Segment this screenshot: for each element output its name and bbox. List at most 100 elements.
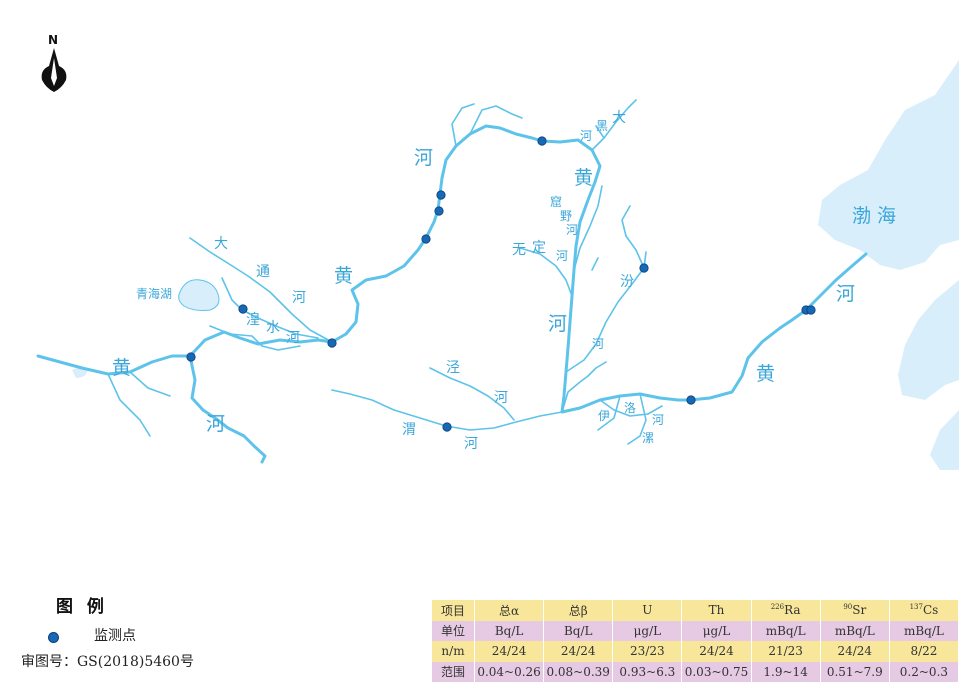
tributary-label: 河: [556, 249, 568, 263]
monitoring-station: [327, 338, 337, 348]
monitoring-station: [436, 190, 446, 200]
sea-coast-south-2: [930, 410, 959, 470]
monitoring-station: [442, 422, 452, 432]
yellow-river-main: [36, 124, 868, 464]
tributary-label: 洛: [624, 400, 636, 415]
river-jing: [429, 367, 515, 421]
table-cell: U: [612, 600, 683, 621]
isotope-mass: 90: [843, 603, 853, 612]
table-cell: μg/L: [612, 620, 683, 641]
tributary-label: 伊: [598, 409, 610, 423]
table-cell: 0.03~0.75: [681, 661, 752, 682]
isotope-mass: 137: [909, 603, 923, 612]
isotope-symbol: Sr: [852, 603, 867, 618]
monitoring-station: [806, 305, 816, 315]
radioactivity-table: 项目 总α 总β U Th 226Ra 90Sr 137Cs 单位 Bq/L B…: [432, 600, 959, 682]
table-cell: 24/24: [543, 641, 614, 662]
bohai-sea: [818, 60, 959, 270]
river-upper-west: [107, 371, 171, 437]
river-north-loop: [451, 103, 523, 147]
monitoring-stations: [186, 136, 816, 432]
river-kuye: [573, 185, 603, 271]
main-river-label: 河: [548, 313, 567, 335]
monitoring-station: [537, 136, 547, 146]
tributary-label: 野: [560, 209, 572, 223]
table-row-head: 范围: [432, 661, 475, 682]
isotope-symbol: Ra: [784, 603, 801, 618]
monitoring-station: [639, 263, 649, 273]
table-cell: 总α: [474, 600, 545, 621]
river-yiluo: [599, 393, 663, 445]
review-number: 审图号：GS(2018)5460号: [21, 654, 194, 670]
table-cell: 23/23: [612, 641, 683, 662]
river-wuding: [519, 247, 573, 297]
tributary-label: 河: [494, 390, 508, 406]
table-row-unit: 单位 Bq/L Bq/L μg/L μg/L mBq/L mBq/L mBq/L: [432, 620, 959, 641]
tributary-label: 河: [292, 290, 306, 306]
main-river-label: 河: [836, 283, 855, 305]
table-cell: μg/L: [681, 620, 752, 641]
tributary-label: 窟: [550, 194, 562, 209]
table-cell: 0.04~0.26: [474, 661, 545, 682]
table-cell: 0.93~6.3: [612, 661, 683, 682]
table-cell: mBq/L: [751, 620, 821, 641]
main-river-label: 黄: [756, 363, 775, 385]
tributary-label: 河: [566, 223, 578, 237]
table-cell: 21/23: [751, 641, 821, 662]
table-cell: 0.2~0.3: [889, 661, 959, 682]
isotope-symbol: Cs: [922, 603, 939, 618]
tributary-label: 渭: [402, 422, 416, 438]
small-lake: [72, 368, 88, 378]
table-cell: 24/24: [681, 641, 752, 662]
river-fen-2: [591, 257, 599, 271]
sea-label: 渤 海: [852, 205, 896, 227]
river-yiluo-2: [597, 395, 621, 431]
table-cell: 1.9~14: [751, 661, 821, 682]
qinghai-lake: [178, 279, 220, 311]
table-cell: 24/24: [474, 641, 545, 662]
table-row-count: n/m 24/24 24/24 23/23 24/24 21/23 24/24 …: [432, 641, 959, 662]
legend-title: 图 例: [56, 597, 108, 617]
table-cell: 0.08~0.39: [543, 661, 614, 682]
river-datong: [189, 237, 333, 343]
tributary-label: 黑: [596, 119, 608, 133]
tributary-label: 河: [592, 337, 604, 351]
tributary-label: 漯: [642, 431, 654, 445]
tributary-label: 水: [266, 320, 280, 336]
tributary-label: 泾: [446, 360, 460, 376]
main-river-label: 黄: [334, 265, 353, 287]
table-row-item: 项目 总α 总β U Th 226Ra 90Sr 137Cs: [432, 600, 959, 621]
river-fen: [561, 361, 607, 413]
tributary-label: 河: [652, 413, 664, 427]
sea-coast-south: [898, 280, 959, 400]
monitoring-station: [434, 206, 444, 216]
table-row-range: 范围 0.04~0.26 0.08~0.39 0.93~6.3 0.03~0.7…: [432, 661, 959, 682]
monitoring-station: [238, 304, 248, 314]
table-cell: Th: [681, 600, 752, 621]
table-row-head: n/m: [432, 641, 475, 662]
tributary-label: 无: [512, 242, 526, 258]
river-huangshui: [221, 277, 319, 339]
table-row-head: 项目: [432, 600, 475, 621]
map-labels: 渤 海 黄 河 黄 河 黄 河 黄 河 青海湖 大 通 河 湟 水 河 大 黑 …: [112, 110, 896, 452]
table-cell: 0.51~7.9: [820, 661, 890, 682]
isotope-mass: 226: [770, 603, 785, 612]
lake-label: 青海湖: [136, 286, 172, 301]
legend-item-label: 监测点: [94, 628, 136, 644]
tributary-label: 大: [612, 110, 626, 126]
river-dahei: [591, 99, 637, 151]
river-huangshui-2: [209, 325, 301, 351]
main-river-label: 黄: [112, 357, 131, 379]
tributary-label: 大: [214, 236, 228, 252]
monitoring-station: [686, 395, 696, 405]
table-cell: 226Ra: [751, 600, 821, 621]
table-cell: Bq/L: [543, 620, 614, 641]
north-arrow: N: [41, 33, 67, 92]
table-row-head: 单位: [432, 620, 475, 641]
tributary-label: 河: [580, 129, 592, 143]
table-cell: 24/24: [820, 641, 890, 662]
station-dot-icon: [48, 632, 59, 643]
table-cell: 总β: [543, 600, 614, 621]
monitoring-station: [421, 234, 431, 244]
table-cell: 90Sr: [820, 600, 890, 621]
